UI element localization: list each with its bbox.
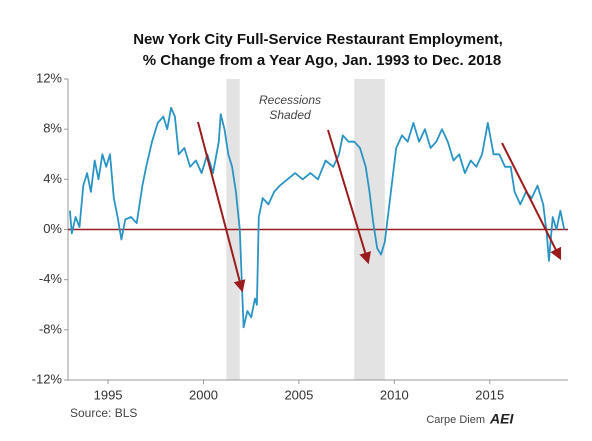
x-tick-label: 2005 <box>284 387 313 402</box>
arrow <box>501 142 562 261</box>
y-tick-label: -8% <box>39 321 63 336</box>
y-tick-label: -4% <box>39 271 63 286</box>
arrow <box>327 129 371 265</box>
data-line <box>69 106 566 329</box>
y-tick-label: 0% <box>43 221 62 236</box>
chart-title: % Change from a Year Ago, Jan. 1993 to D… <box>143 52 501 69</box>
y-tick-label: 4% <box>43 171 62 186</box>
annotation: Shaded <box>269 108 311 122</box>
x-tick-label: 2015 <box>475 387 504 402</box>
y-tick-label: 12% <box>36 70 62 85</box>
x-tick-label: 2010 <box>380 387 409 402</box>
logo: AEI <box>489 411 514 427</box>
x-tick-label: 1995 <box>94 387 123 402</box>
chart-title: New York City Full-Service Restaurant Em… <box>133 31 503 48</box>
arrows <box>197 121 562 293</box>
credit: Carpe Diem <box>426 414 485 426</box>
x-tick-label: 2000 <box>189 387 218 402</box>
arrow <box>197 121 246 293</box>
y-tick-label: 8% <box>43 121 62 136</box>
source: Source: BLS <box>70 406 137 420</box>
y-tick-label: -12% <box>32 371 63 386</box>
annotation: Recessions <box>259 93 321 107</box>
